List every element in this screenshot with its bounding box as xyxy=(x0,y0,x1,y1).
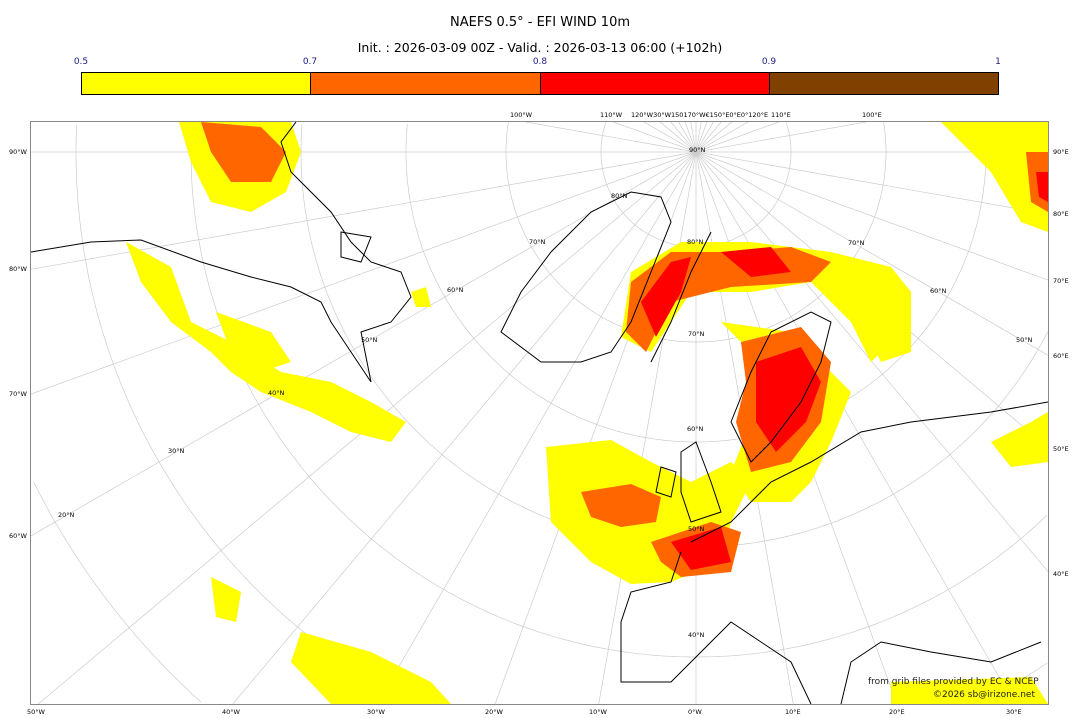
lon-label-right: 40°E xyxy=(1053,570,1069,578)
colorbar-segment xyxy=(540,73,770,94)
meridian-line xyxy=(598,151,697,704)
coastlines xyxy=(31,122,1048,704)
lat-label: 70°N xyxy=(688,330,705,338)
map-title: NAEFS 0.5° - EFI WIND 10m xyxy=(449,15,630,30)
lon-label-left: 90°W xyxy=(9,148,27,156)
lon-label-top: 100°E xyxy=(862,111,882,119)
lon-label-right: 80°E xyxy=(1053,210,1069,218)
lon-label-right: 70°E xyxy=(1053,277,1069,285)
meridian-line xyxy=(695,122,733,153)
meridian-line xyxy=(695,122,714,153)
lon-label-left: 80°W xyxy=(9,265,27,273)
map-canvas xyxy=(31,122,1048,704)
latitude-circle xyxy=(600,122,696,248)
copyright-credit: ©2026 sb@irizone.net xyxy=(933,690,1035,700)
meridian-line xyxy=(659,122,697,153)
meridian-line xyxy=(695,122,779,153)
colorbar-tick: 1 xyxy=(995,57,1001,67)
lon-label-top: 110°W xyxy=(600,111,623,119)
meridian-line xyxy=(695,122,749,153)
latitude-circle xyxy=(696,122,792,248)
lat-label: 30°N xyxy=(168,447,185,455)
meridian-line xyxy=(695,122,722,153)
graticule xyxy=(31,122,1048,704)
lat-label: 60°N xyxy=(930,287,947,295)
lon-label-top: 100°W xyxy=(510,111,533,119)
lon-label-bottom: 0°W xyxy=(688,708,702,716)
lat-label: 80°N xyxy=(687,238,704,246)
data-source-credit: from grib files provided by EC & NCEP xyxy=(868,677,1039,687)
lat-label: 60°N xyxy=(447,286,464,294)
meridian-line xyxy=(232,151,697,704)
colorbar xyxy=(81,72,999,95)
colorbar-segment xyxy=(311,73,541,94)
lon-label-right: 90°E xyxy=(1053,148,1069,156)
meridian-line xyxy=(690,122,697,153)
meridian-line xyxy=(31,151,697,270)
lon-label-bottom: 30°E xyxy=(1006,708,1022,716)
meridian-line xyxy=(695,151,1048,572)
lat-label: 50°N xyxy=(688,525,705,533)
lat-label: 90°N xyxy=(689,146,706,154)
meridian-line xyxy=(678,122,697,153)
meridian-line xyxy=(695,151,1048,356)
colorbar-segment xyxy=(82,73,312,94)
meridian-line xyxy=(376,151,697,704)
lon-label-bottom: 30°W xyxy=(367,708,385,716)
lon-label-bottom: 50°W xyxy=(27,708,45,716)
lon-label-bottom: 10°E xyxy=(785,708,801,716)
meridian-line xyxy=(525,122,697,153)
lat-label: 40°N xyxy=(268,389,285,397)
meridian-line xyxy=(695,122,708,153)
meridian-line xyxy=(613,122,697,153)
colorbar-tick: 0.5 xyxy=(73,57,89,67)
colorbar-tick: 0.9 xyxy=(761,57,777,67)
map-subtitle: Init. : 2026-03-09 00Z - Valid. : 2026-0… xyxy=(357,40,723,55)
lon-label-bottom: 20°E xyxy=(889,708,905,716)
lat-label: 80°N xyxy=(611,192,628,200)
colorbar-segment xyxy=(769,73,998,94)
lon-label-left: 70°W xyxy=(9,390,27,398)
lon-label-top: 110°E xyxy=(771,111,791,119)
latitude-circle xyxy=(696,331,1048,548)
lat-label: 70°N xyxy=(529,238,546,246)
lat-label: 70°N xyxy=(848,239,865,247)
lon-label-bottom: 40°W xyxy=(222,708,240,716)
lat-label: 60°N xyxy=(687,425,704,433)
lon-label-right: 60°E xyxy=(1053,352,1069,360)
map-area: 90°N 80°N 70°N 60°N 50°N 40°N 30°N 20°N … xyxy=(30,121,1049,705)
meridian-line xyxy=(31,151,697,395)
lat-label: 50°N xyxy=(1016,336,1033,344)
colorbar-tick: 0.8 xyxy=(532,57,548,67)
lon-label-bottom: 10°W xyxy=(589,708,607,716)
lat-label: 40°N xyxy=(688,631,705,639)
latitude-circle xyxy=(405,124,696,443)
lon-label-left: 60°W xyxy=(9,532,27,540)
meridian-line xyxy=(695,151,1048,215)
lon-label-top: 120°W30°W150170°W€150°E0°E0°120°E xyxy=(631,111,769,119)
latitude-circle xyxy=(33,482,202,703)
meridian-line xyxy=(695,122,702,153)
meridian-line xyxy=(643,122,697,153)
latitude-circle xyxy=(190,125,696,658)
efi-areas xyxy=(126,122,1048,704)
meridian-line xyxy=(670,122,697,153)
meridian-line xyxy=(695,151,1048,281)
meridian-line xyxy=(695,122,867,153)
meridian-line xyxy=(684,122,697,153)
lon-label-bottom: 20°W xyxy=(485,708,503,716)
lat-label: 50°N xyxy=(361,336,378,344)
lat-label: 20°N xyxy=(58,511,75,519)
lon-label-right: 50°E xyxy=(1053,445,1069,453)
latitude-circle xyxy=(696,515,1048,658)
colorbar-tick: 0.7 xyxy=(302,57,318,67)
